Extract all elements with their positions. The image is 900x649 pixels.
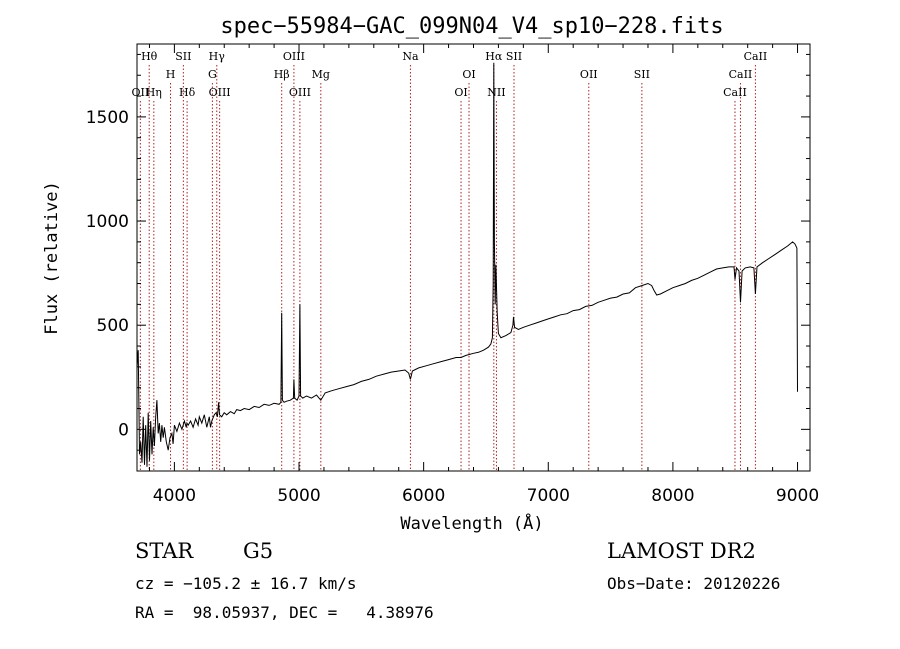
object-subclass: G5 <box>243 539 274 563</box>
chart-title: spec−55984−GAC_099N04_V4_sp10−228.fits <box>220 14 723 39</box>
y-tick-label: 500 <box>97 316 129 336</box>
line-marker-label: SII <box>506 50 522 63</box>
line-marker-label: OI <box>454 86 467 99</box>
plot-frame <box>136 43 811 472</box>
line-marker-label: G <box>208 68 217 81</box>
line-markers: HθOIIHηSIIHHδHγGOIIIOIIIHβOIIIMgNaOIOIHα… <box>132 50 768 471</box>
y-axis-ticks: 0 500 1000 1500 <box>86 53 810 451</box>
redshift-text: cz = −105.2 ± 16.7 km/s <box>135 574 357 593</box>
x-tick-label: 9000 <box>776 486 819 506</box>
line-marker-label: Hδ <box>179 86 196 99</box>
y-tick-label: 1000 <box>86 212 129 232</box>
line-marker-label: H <box>166 68 176 81</box>
line-marker-label: OIII <box>289 86 311 99</box>
x-tick-label: 7000 <box>527 486 570 506</box>
line-marker-label: CaII <box>723 86 747 99</box>
line-marker-label: CaII <box>744 50 768 63</box>
x-tick-label: 8000 <box>651 486 694 506</box>
x-tick-label: 5000 <box>277 486 320 506</box>
spectrum-line <box>136 62 798 467</box>
line-marker-label: SII <box>634 68 650 81</box>
line-marker-label: Hη <box>146 86 162 99</box>
line-marker-label: OII <box>580 68 598 81</box>
y-tick-label: 0 <box>118 420 129 440</box>
x-tick-label: 6000 <box>402 486 445 506</box>
line-marker-label: Hγ <box>209 50 226 63</box>
coordinates: RA = 98.05937, DEC = 4.38976 <box>135 603 434 622</box>
y-axis-label: Flux (relative) <box>42 181 62 335</box>
x-axis-label: Wavelength (Å) <box>400 512 543 534</box>
line-marker-label: Hα <box>485 50 503 63</box>
line-marker-label: CaII <box>729 68 753 81</box>
line-marker-label: Hθ <box>141 50 158 63</box>
line-marker-label: NII <box>487 86 505 99</box>
line-marker-label: OIII <box>209 86 231 99</box>
line-marker-label: OIII <box>283 50 305 63</box>
line-marker-label: SII <box>175 50 191 63</box>
line-marker-label: Hβ <box>274 68 290 81</box>
object-class: STAR <box>135 539 194 563</box>
obs-date: Obs−Date: 20120226 <box>607 574 781 593</box>
line-marker-label: Mg <box>312 68 330 81</box>
line-marker-label: OII <box>132 86 150 99</box>
x-axis-ticks: 4000 5000 6000 7000 8000 9000 <box>148 44 819 506</box>
x-tick-label: 4000 <box>153 486 196 506</box>
line-marker-label: OI <box>462 68 475 81</box>
y-tick-label: 1500 <box>86 108 129 128</box>
survey-name: LAMOST DR2 <box>607 539 756 563</box>
line-marker-label: Na <box>402 50 419 63</box>
